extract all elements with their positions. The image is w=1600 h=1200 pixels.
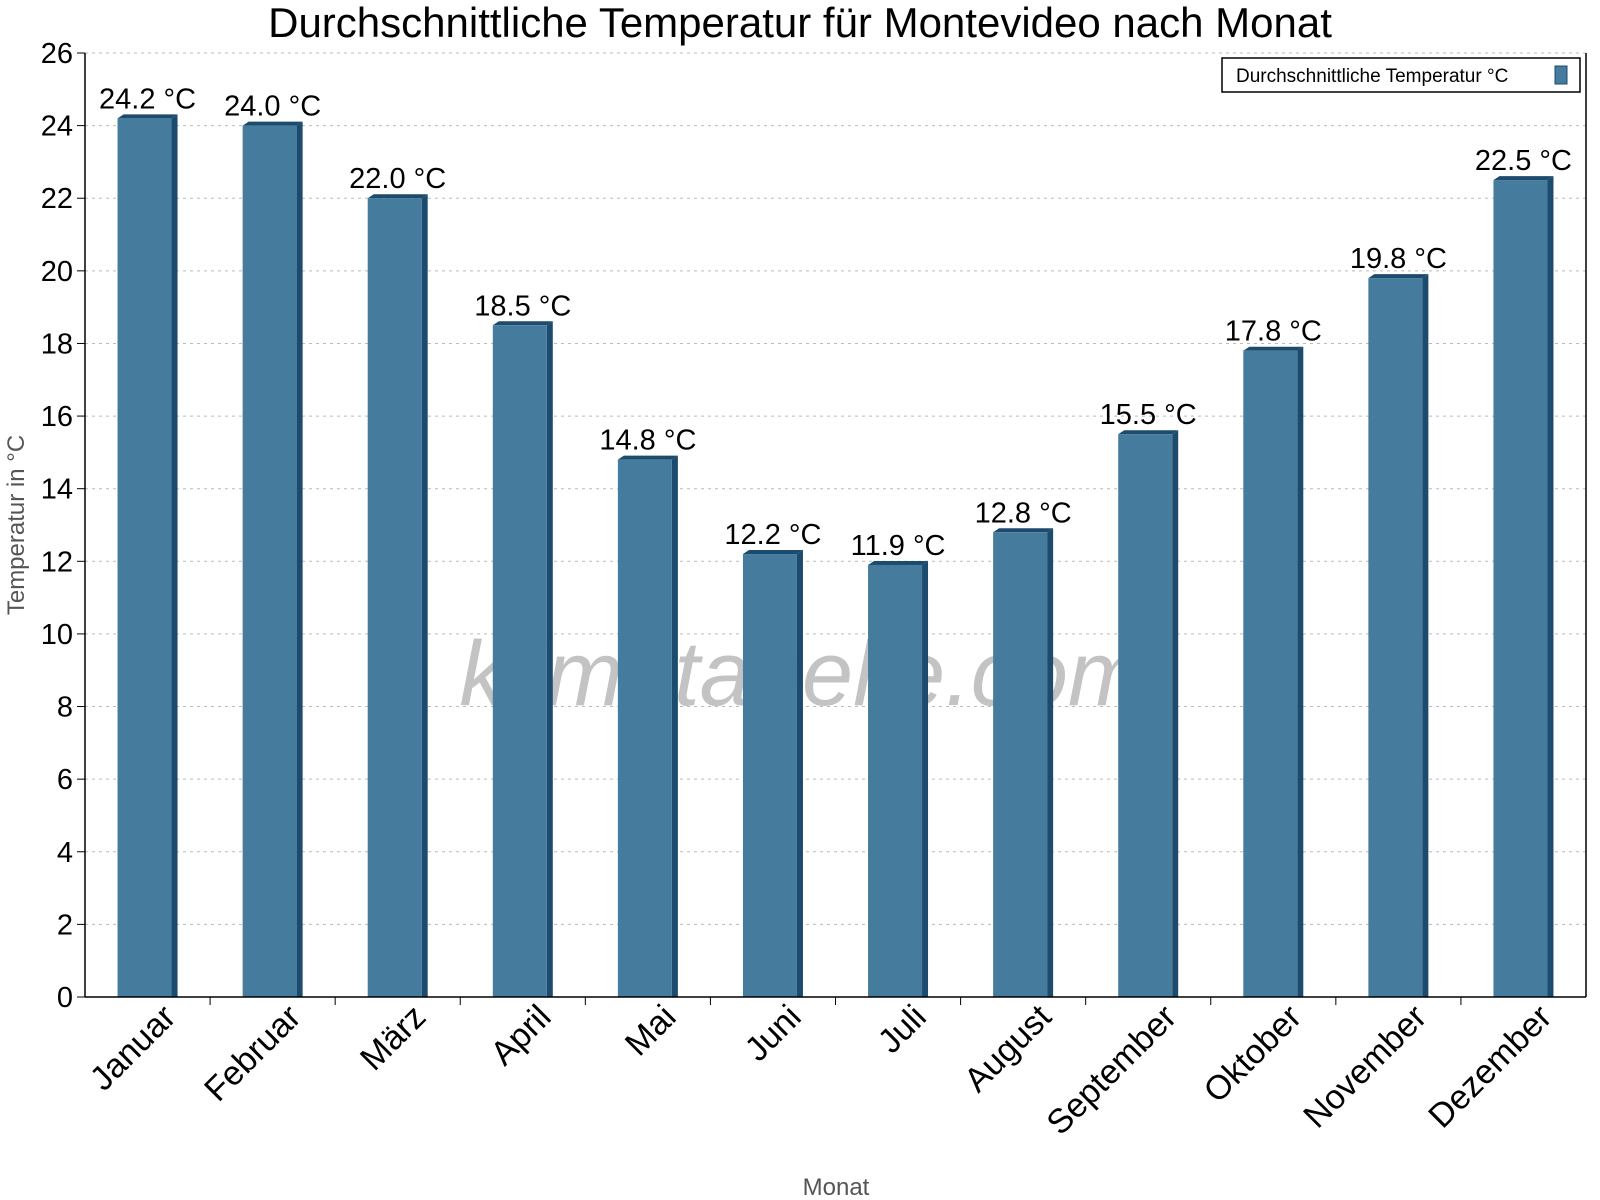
bar bbox=[367, 198, 422, 997]
y-tick-label: 6 bbox=[57, 764, 73, 796]
y-axis-label: Temperatur in °C bbox=[3, 435, 30, 615]
data-label: 18.5 °C bbox=[474, 290, 571, 322]
bar-side bbox=[1172, 430, 1179, 997]
y-tick-label: 4 bbox=[57, 837, 73, 869]
data-label: 24.2 °C bbox=[99, 83, 196, 115]
data-label: 22.0 °C bbox=[349, 163, 446, 195]
bar-top bbox=[993, 528, 1054, 533]
y-tick-label: 10 bbox=[41, 619, 73, 651]
x-tick-label: August bbox=[957, 997, 1059, 1099]
x-tick-label: Dezember bbox=[1421, 998, 1559, 1136]
y-tick-label: 20 bbox=[41, 256, 73, 288]
bar bbox=[242, 125, 297, 998]
bar bbox=[742, 554, 797, 997]
bar-side bbox=[671, 455, 678, 998]
bar bbox=[1493, 180, 1548, 998]
bar-side bbox=[1047, 528, 1054, 997]
bar-top bbox=[617, 455, 678, 460]
x-tick-label: Januar bbox=[83, 998, 183, 1098]
legend-swatch bbox=[1554, 65, 1568, 85]
bar-top bbox=[117, 114, 178, 119]
bar bbox=[868, 564, 923, 997]
y-tick-label: 8 bbox=[57, 692, 73, 724]
data-label: 12.2 °C bbox=[724, 519, 821, 551]
bar-top bbox=[742, 550, 803, 555]
x-tick-label: März bbox=[353, 998, 433, 1078]
data-label: 14.8 °C bbox=[599, 425, 696, 457]
x-tick-label: Februar bbox=[197, 998, 308, 1109]
bar-top bbox=[1118, 430, 1179, 435]
y-tick-label: 14 bbox=[41, 474, 73, 506]
bar-side bbox=[1547, 176, 1554, 998]
x-tick-label: Juli bbox=[871, 998, 934, 1061]
bar bbox=[993, 532, 1048, 997]
bar bbox=[117, 118, 172, 998]
data-label: 15.5 °C bbox=[1100, 399, 1197, 431]
y-tick-label: 0 bbox=[57, 982, 73, 1014]
bar-side bbox=[296, 121, 303, 998]
x-axis-label: Monat bbox=[803, 1174, 870, 1200]
data-label: 17.8 °C bbox=[1225, 316, 1322, 348]
bar-side bbox=[1422, 274, 1429, 998]
y-tick-label: 22 bbox=[41, 183, 73, 215]
y-tick-label: 18 bbox=[41, 328, 73, 360]
legend: Durchschnittliche Temperatur °C bbox=[1221, 57, 1581, 93]
x-tick-label: Oktober bbox=[1197, 998, 1309, 1110]
bar-top bbox=[242, 121, 303, 126]
x-tick-label: Juni bbox=[738, 998, 809, 1069]
data-label: 11.9 °C bbox=[851, 530, 946, 562]
bar bbox=[1118, 434, 1173, 997]
bar bbox=[1243, 350, 1298, 997]
y-tick-label: 26 bbox=[41, 38, 73, 70]
chart-title: Durchschnittliche Temperatur für Montevi… bbox=[268, 0, 1332, 46]
y-tick-label: 12 bbox=[41, 546, 73, 578]
y-tick-label: 16 bbox=[41, 401, 73, 433]
bar-side bbox=[1297, 346, 1304, 997]
data-label: 12.8 °C bbox=[975, 497, 1072, 529]
bar-top bbox=[367, 194, 428, 199]
bar-top bbox=[1243, 346, 1304, 351]
bar-side bbox=[171, 114, 178, 998]
x-tick-label: April bbox=[483, 998, 558, 1073]
x-tick-label: November bbox=[1296, 998, 1434, 1136]
x-tick-label: Mai bbox=[618, 998, 684, 1064]
bar-side bbox=[796, 550, 803, 997]
bar bbox=[1368, 278, 1423, 998]
y-tick-label: 2 bbox=[57, 909, 73, 941]
bar-top bbox=[1493, 176, 1554, 181]
bar bbox=[492, 325, 547, 997]
bar bbox=[617, 459, 672, 998]
data-label: 22.5 °C bbox=[1475, 145, 1572, 177]
bar-side bbox=[922, 560, 929, 997]
bar-top bbox=[1368, 274, 1429, 279]
data-label: 19.8 °C bbox=[1350, 243, 1447, 275]
y-tick-label: 24 bbox=[41, 111, 73, 143]
bar-side bbox=[421, 194, 428, 997]
bar-top bbox=[868, 560, 929, 565]
legend-label: Durchschnittliche Temperatur °C bbox=[1236, 66, 1508, 87]
x-tick-label: September bbox=[1039, 998, 1183, 1142]
bar-side bbox=[546, 321, 553, 997]
bar-top bbox=[492, 321, 553, 326]
data-label: 24.0 °C bbox=[224, 91, 321, 123]
